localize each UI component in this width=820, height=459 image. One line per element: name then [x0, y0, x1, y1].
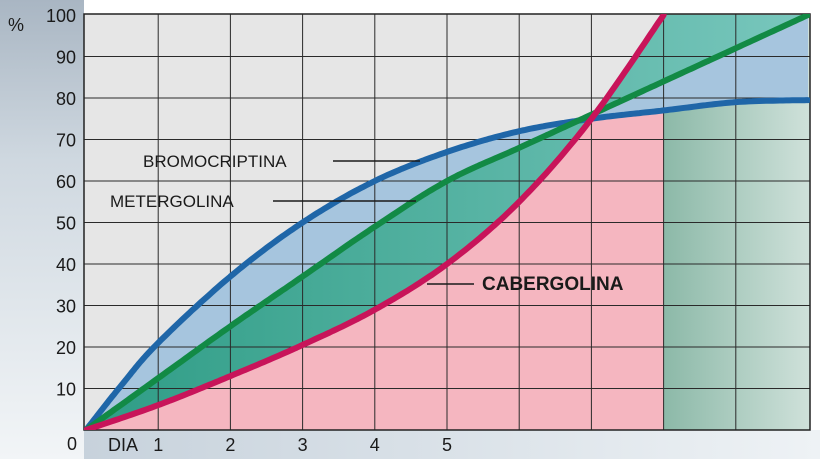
y-tick-label: 80	[56, 89, 76, 109]
y-tick-label: 100	[46, 6, 76, 26]
series-label-bromocriptina: BROMOCRIPTINA	[143, 152, 287, 171]
x-tick-label: 3	[298, 435, 308, 455]
x-tick-label: 1	[153, 435, 163, 455]
label-bromocriptina: BROMOCRIPTINA	[143, 152, 420, 171]
y-tick-label: 40	[56, 255, 76, 275]
label-cabergolina: CABERGOLINA	[427, 274, 624, 295]
y-tick-label: 60	[56, 172, 76, 192]
x-tick-label: 4	[370, 435, 380, 455]
x-axis-strip	[84, 430, 820, 459]
x-prefix-label: DIA	[108, 435, 138, 455]
origin-label: 0	[67, 434, 77, 454]
y-axis-strip	[0, 0, 84, 459]
label-metergolina: METERGOLINA	[110, 192, 416, 211]
series-line-cabergolina	[84, 14, 667, 430]
x-tick-label: 5	[442, 435, 452, 455]
series-line-metergolina	[84, 14, 810, 430]
y-tick-label: 10	[56, 380, 76, 400]
series-label-metergolina: METERGOLINA	[110, 192, 234, 211]
x-axis: 1 2 3 4 5	[153, 435, 452, 455]
y-tick-label: 50	[56, 214, 76, 234]
series-label-cabergolina: CABERGOLINA	[482, 274, 624, 295]
x-tick-label: 2	[225, 435, 235, 455]
y-axis: 100 90 80 70 60 50 40 30 20 10	[46, 6, 76, 400]
y-tick-label: 90	[56, 48, 76, 68]
y-tick-label: 70	[56, 131, 76, 151]
y-tick-label: 30	[56, 297, 76, 317]
series-line-bromocriptina	[84, 97, 810, 430]
plot-frame	[83, 13, 811, 431]
y-unit-label: %	[8, 15, 24, 35]
y-tick-label: 20	[56, 338, 76, 358]
series-lines	[84, 14, 810, 430]
